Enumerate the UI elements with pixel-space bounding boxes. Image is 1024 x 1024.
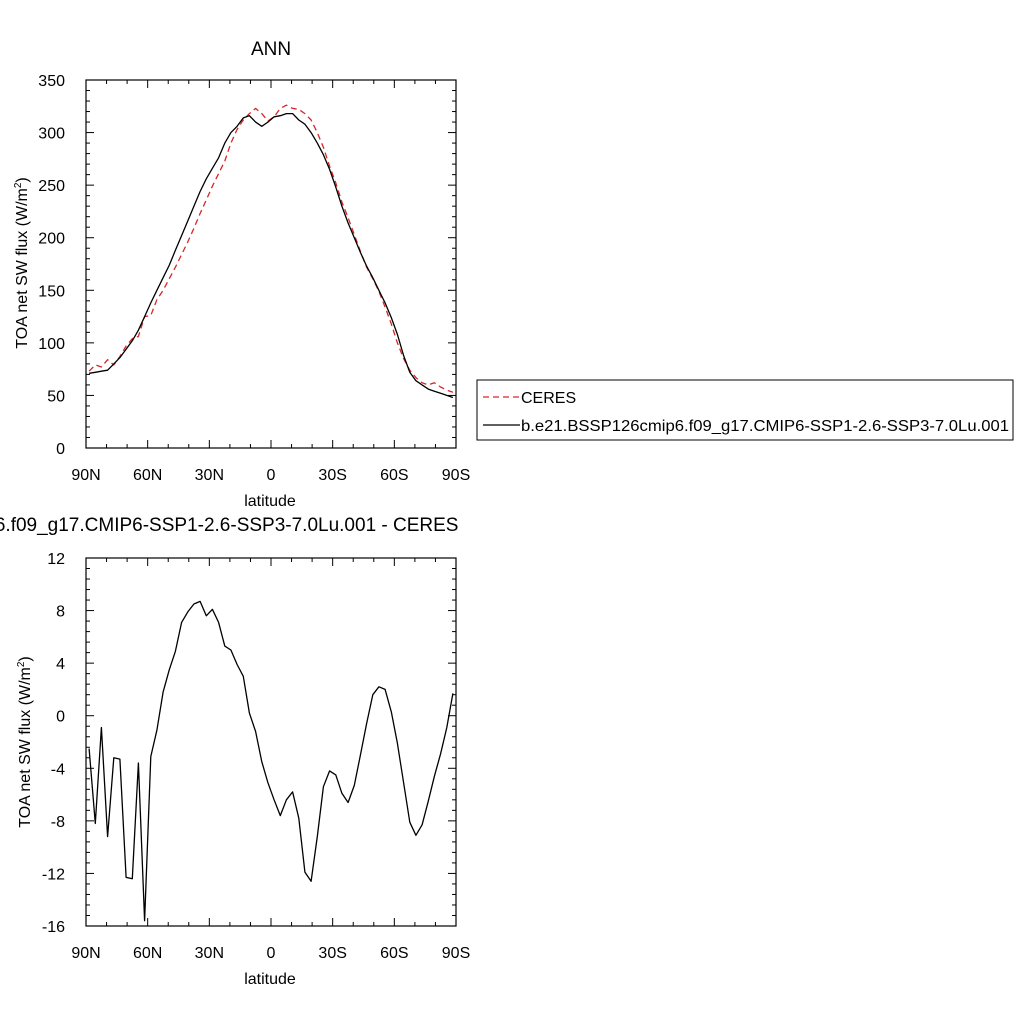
top-x-tick-label: 0 [267,467,276,484]
top-y-tick-label: 0 [56,441,65,458]
top-plot-frame [85,79,457,449]
bottom-y-tick-label: -8 [51,814,65,831]
bottom-y-tick-label: -4 [51,761,65,778]
bottom-x-tick-label: 60N [133,945,162,962]
legend-label-model: b.e21.BSSP126cmip6.f09_g17.CMIP6-SSP1-2.… [521,418,1009,435]
bottom-x-tick-label: 90S [442,945,470,962]
bottom-plot-frame [85,557,457,927]
top-panel: ANN 0 50 100 150 200 250 300 350 90N 60N 30N 0 30S 6… [13,39,470,510]
legend-box [476,379,1014,441]
top-y-tick-label: 250 [38,178,65,195]
top-x-axis-label: latitude [244,493,296,510]
bottom-x-tick-label: 90N [71,945,100,962]
top-x-tick-label: 30S [318,467,346,484]
bottom-x-tick-label: 30N [195,945,224,962]
bottom-y-tick-label: 12 [47,551,65,568]
top-y-tick-labels: 0 50 100 150 200 250 300 350 [38,73,65,458]
bottom-y-tick-label: 8 [56,604,65,621]
top-plot-area [85,79,457,449]
top-x-tick-label: 30N [195,467,224,484]
top-x-tick-label: 90N [71,467,100,484]
top-x-tick-labels: 90N 60N 30N 0 30S 60S 90S [71,467,470,484]
bottom-y-tick-labels: -16 -12 -8 -4 0 4 8 12 [42,551,65,936]
bottom-x-axis-label: latitude [244,971,296,988]
top-title: ANN [251,39,291,60]
bottom-x-tick-label: 30S [318,945,346,962]
bottom-y-tick-label: 0 [56,709,65,726]
top-y-tick-label: 150 [38,283,65,300]
top-y-axis-label: TOA net SW flux (W/m2) [13,177,31,349]
top-series-line-1 [88,112,454,399]
top-series-line-0 [88,104,454,393]
bottom-x-tick-label: 0 [267,945,276,962]
legend-label-ceres: CERES [521,390,576,407]
bottom-plot-area [85,557,457,927]
bottom-y-axis-label: TOA net SW flux (W/m2) [16,656,34,828]
bottom-panel: b.e21.BSSP126cmip6.f09_g17.CMIP6-SSP1-2.… [0,515,470,988]
bottom-series-line-0 [88,600,454,922]
top-y-tick-label: 300 [38,126,65,143]
bottom-x-tick-labels: 90N 60N 30N 0 30S 60S 90S [71,945,470,962]
bottom-title: b.e21.BSSP126cmip6.f09_g17.CMIP6-SSP1-2.… [0,515,458,536]
top-x-tick-label: 90S [442,467,470,484]
top-y-tick-label: 100 [38,336,65,353]
legend: CERES b.e21.BSSP126cmip6.f09_g17.CMIP6-S… [476,379,1014,441]
bottom-y-tick-label: 4 [56,656,65,673]
bottom-x-tick-label: 60S [380,945,408,962]
top-x-tick-label: 60S [380,467,408,484]
top-y-tick-label: 200 [38,231,65,248]
top-y-tick-label: 50 [47,388,65,405]
top-y-tick-label: 350 [38,73,65,90]
bottom-y-tick-label: -12 [42,866,65,883]
top-x-tick-label: 60N [133,467,162,484]
bottom-y-tick-label: -16 [42,919,65,936]
